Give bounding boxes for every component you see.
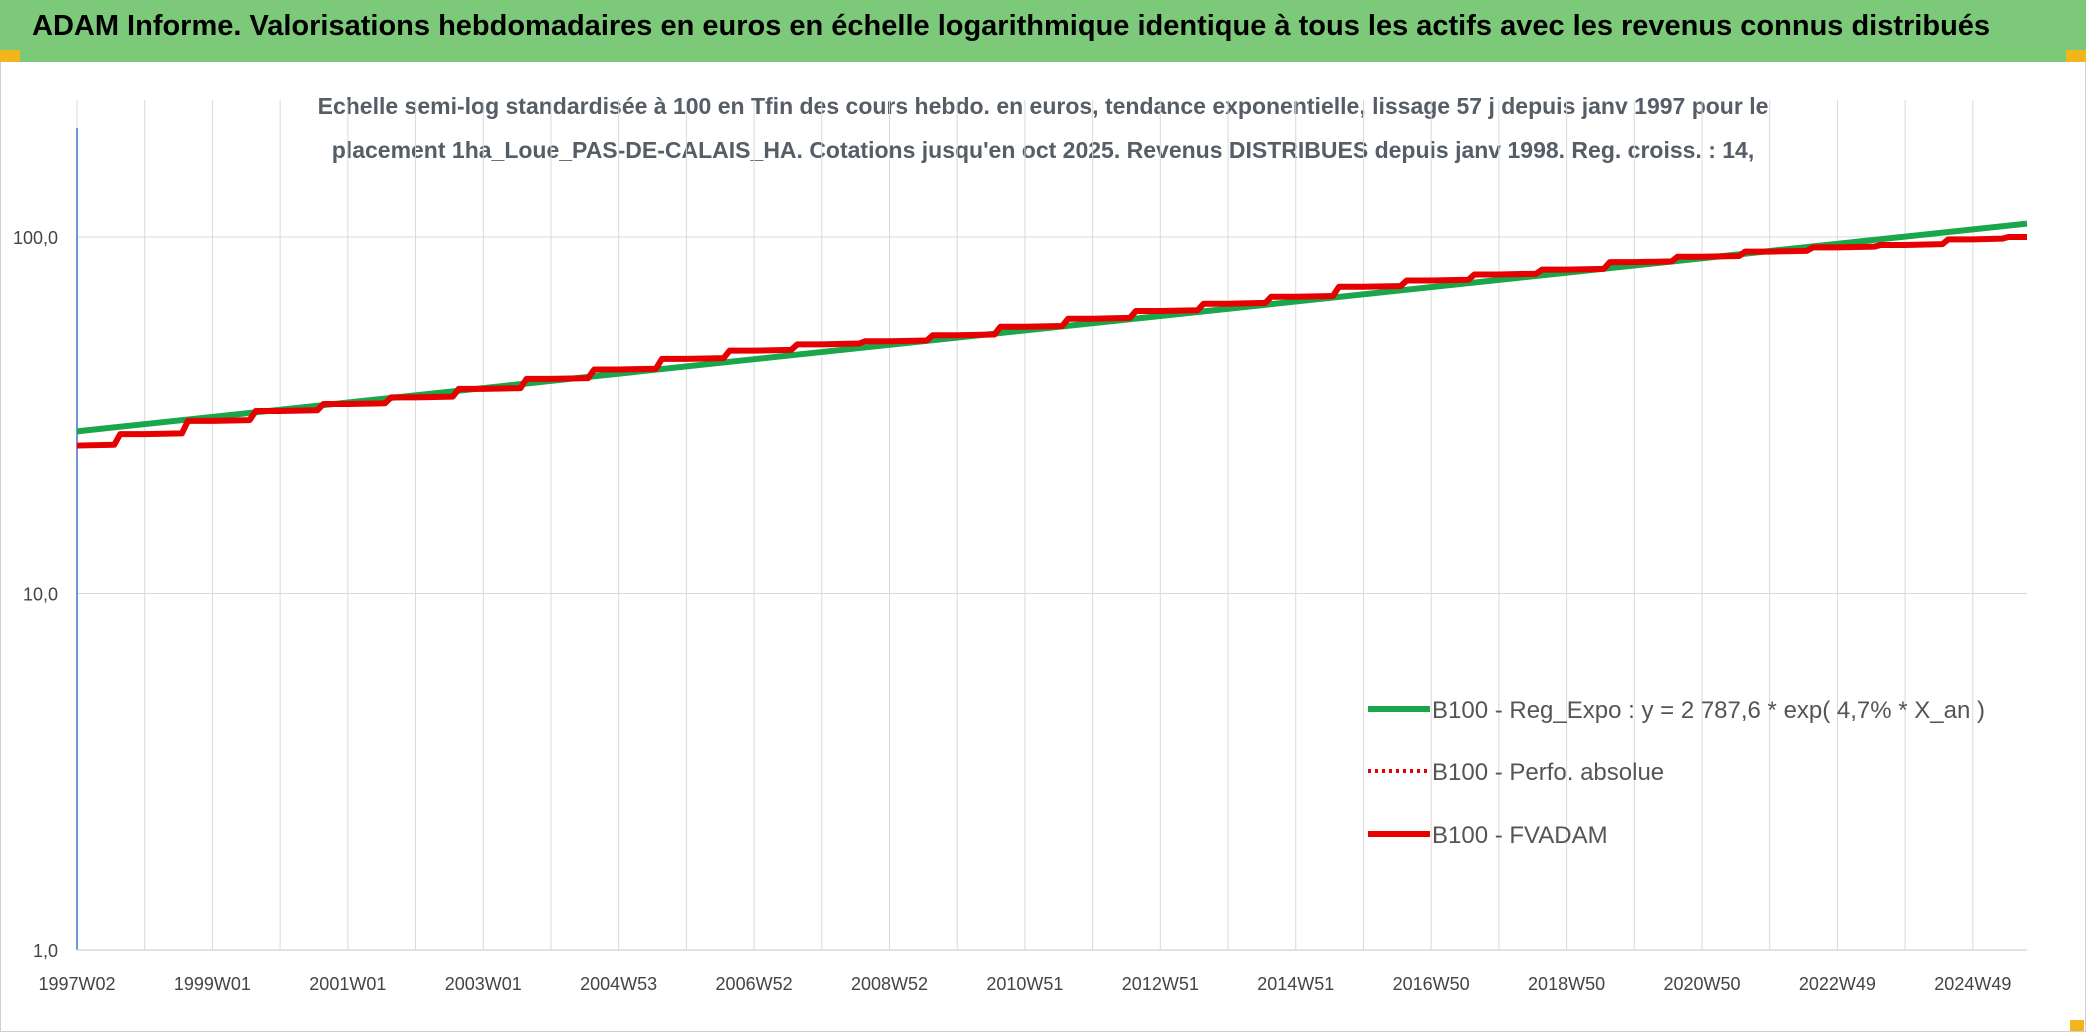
x-tick-label: 2006W52 <box>716 974 793 994</box>
corner-marker-left <box>0 50 20 62</box>
y-tick-label: 100,0 <box>13 228 58 248</box>
x-tick-label: 2020W50 <box>1663 974 1740 994</box>
x-tick-label: 2004W53 <box>580 974 657 994</box>
legend-label: B100 - Perfo. absolue <box>1432 759 1664 786</box>
x-tick-label: 2014W51 <box>1257 974 1334 994</box>
legend-label: B100 - FVADAM <box>1432 822 1608 849</box>
x-tick-label: 2010W51 <box>986 974 1063 994</box>
x-tick-label: 2022W49 <box>1799 974 1876 994</box>
corner-marker-bottom-right <box>2070 1020 2084 1032</box>
x-tick-label: 1997W02 <box>38 974 115 994</box>
chart-title-line-1: Echelle semi-log standardisée à 100 en T… <box>318 93 1769 119</box>
x-tick-label: 2024W49 <box>1934 974 2011 994</box>
x-tick-label: 2001W01 <box>309 974 386 994</box>
page-title: ADAM Informe. Valorisations hebdomadaire… <box>32 10 1991 42</box>
title-banner: ADAM Informe. Valorisations hebdomadaire… <box>0 0 2086 62</box>
chart-title-line-2: placement 1ha_Loue_PAS-DE-CALAIS_HA. Cot… <box>332 137 1755 163</box>
legend-label: B100 - Reg_Expo : y = 2 787,6 * exp( 4,7… <box>1432 697 1985 724</box>
series-line-perfo-absolue <box>76 235 2027 448</box>
x-tick-label: 1999W01 <box>174 974 251 994</box>
series-line-fvadam <box>76 234 2027 449</box>
corner-marker-right <box>2066 50 2086 62</box>
x-tick-label: 2016W50 <box>1393 974 1470 994</box>
x-tick-label: 2003W01 <box>445 974 522 994</box>
y-tick-label: 10,0 <box>23 585 58 605</box>
x-tick-label: 2008W52 <box>851 974 928 994</box>
x-tick-label: 2018W50 <box>1528 974 1605 994</box>
y-tick-label: 1,0 <box>33 941 58 961</box>
x-tick-label: 2012W51 <box>1122 974 1199 994</box>
